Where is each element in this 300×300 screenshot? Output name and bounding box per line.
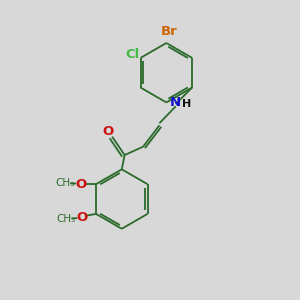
Text: N: N — [170, 96, 181, 109]
Text: H: H — [182, 99, 192, 109]
Text: O: O — [75, 178, 86, 191]
Text: CH₃: CH₃ — [56, 178, 75, 188]
Text: Cl: Cl — [125, 48, 140, 62]
Text: CH₃: CH₃ — [57, 214, 76, 224]
Text: O: O — [102, 125, 113, 138]
Text: O: O — [76, 211, 87, 224]
Text: Br: Br — [160, 25, 177, 38]
